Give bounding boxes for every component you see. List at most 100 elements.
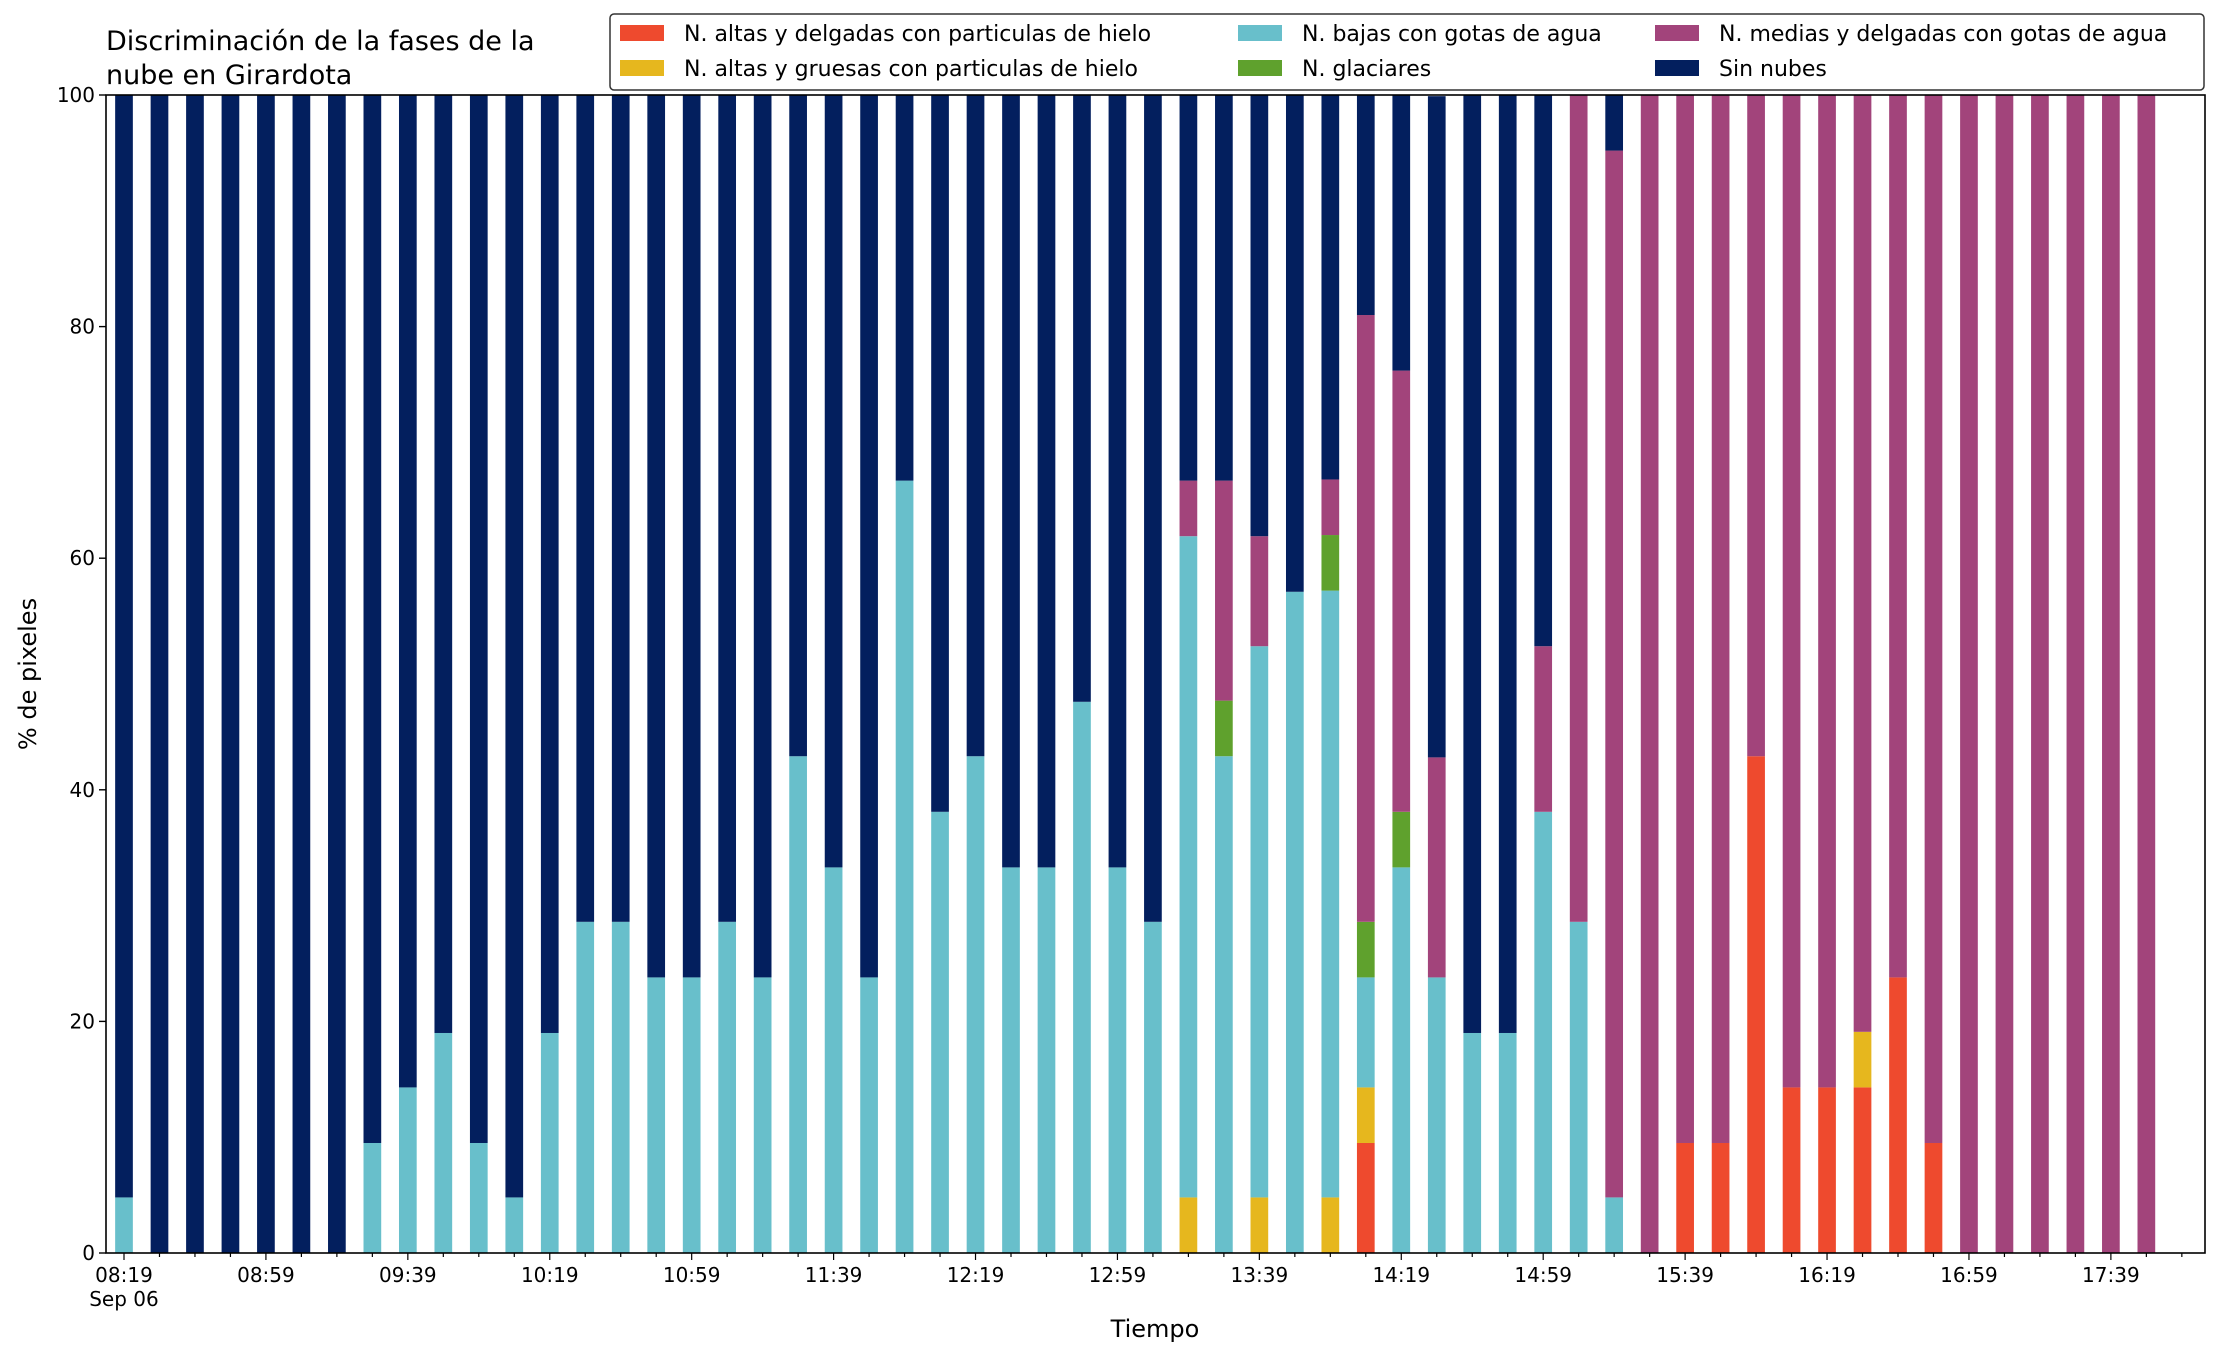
bar-segment-5-08:29 (150, 95, 169, 1253)
bar-segment-2-14:39 (1463, 1032, 1482, 1253)
bar-segment-4-17:29 (2066, 95, 2085, 1253)
legend-label-0: N. altas y delgadas con particulas de hi… (684, 22, 1151, 47)
bar-segment-5-09:59 (469, 95, 488, 1143)
legend-swatch-3 (1238, 60, 1282, 76)
bar-segment-4-14:19 (1392, 370, 1411, 812)
bar-segment-2-09:49 (434, 1032, 453, 1253)
bar-segment-5-14:19 (1392, 95, 1411, 371)
bar-segment-5-12:49 (1073, 95, 1091, 702)
bar-segment-2-12:19 (966, 756, 985, 1253)
bar-segment-4-13:19 (1179, 480, 1198, 537)
bar-segment-5-13:29 (1215, 95, 1233, 481)
bar-segment-2-10:09 (505, 1197, 524, 1253)
bar-segment-5-08:39 (186, 95, 204, 1253)
bar-segment-2-10:19 (540, 1032, 559, 1253)
bar-segment-5-14:59 (1534, 95, 1553, 647)
bar-segment-5-12:19 (966, 95, 985, 757)
bar-segment-4-16:19 (1818, 95, 1836, 1088)
bar-segment-0-15:39 (1676, 1142, 1694, 1253)
bar-segment-2-11:09 (718, 921, 737, 1253)
x-axis-label: Tiempo (1110, 1315, 1200, 1343)
bar-segment-0-16:29 (1853, 1087, 1872, 1253)
bar-segment-1-13:59 (1321, 1197, 1340, 1253)
bar-segment-2-12:29 (1002, 867, 1020, 1253)
x-tick-label: 10:59 (663, 1263, 721, 1287)
bar-segment-2-13:49 (1285, 591, 1304, 1253)
bar-segment-4-13:39 (1250, 536, 1269, 647)
bar-segment-0-15:49 (1711, 1142, 1730, 1253)
bar-segment-2-14:59 (1534, 811, 1553, 1253)
y-axis-label: % de pixeles (14, 598, 42, 750)
x-tick-label: 14:59 (1514, 1263, 1572, 1287)
bar-segment-5-11:39 (824, 95, 843, 868)
bar-segment-2-12:49 (1073, 701, 1091, 1253)
legend: N. altas y delgadas con particulas de hi… (609, 13, 2205, 91)
bar-segment-5-09:29 (363, 95, 382, 1143)
bar-segment-5-12:09 (931, 95, 949, 812)
bar-segment-4-17:19 (2031, 95, 2049, 1253)
bar-segment-5-14:39 (1463, 95, 1482, 1033)
legend-label-1: N. altas y gruesas con particulas de hie… (684, 57, 1138, 82)
plot-frame (105, 94, 2206, 1254)
bar-segment-5-09:09 (292, 95, 311, 1253)
bar-segment-2-09:29 (363, 1142, 382, 1253)
legend-swatch-1 (620, 60, 664, 76)
y-tick-label: 0 (82, 1241, 95, 1265)
bar-segment-5-10:19 (540, 95, 559, 1033)
bar-segment-4-17:09 (1995, 95, 2014, 1253)
bar-segment-2-13:09 (1144, 921, 1162, 1253)
bar-segment-2-11:39 (824, 867, 843, 1253)
bar-segment-2-12:39 (1037, 867, 1056, 1253)
x-tick-sublabel: Sep 06 (89, 1287, 159, 1311)
bar-segment-0-16:49 (1924, 1142, 1943, 1253)
bar-segment-5-08:19 (115, 95, 133, 1198)
x-tick-label: 17:39 (2082, 1263, 2140, 1287)
bar-segment-2-09:59 (469, 1142, 488, 1253)
bar-segment-4-17:39 (2102, 95, 2120, 1253)
bar-segment-3-13:59 (1321, 535, 1340, 591)
bar-segment-4-14:59 (1534, 646, 1553, 812)
legend-frame (609, 13, 2205, 91)
bar-segment-4-13:29 (1215, 480, 1233, 701)
bar-segment-5-13:19 (1179, 95, 1198, 481)
y-tick-label: 20 (70, 1009, 95, 1033)
legend-label-4: N. medias y delgadas con gotas de agua (1719, 22, 2167, 47)
bar-segment-3-14:19 (1392, 811, 1411, 868)
x-tick-label: 13:39 (1231, 1263, 1289, 1287)
bar-segment-5-10:09 (505, 95, 524, 1198)
bar-segment-2-08:19 (115, 1197, 133, 1253)
bar-segment-2-13:19 (1179, 536, 1198, 1198)
x-tick-label: 09:39 (379, 1263, 437, 1287)
bar-segment-4-13:59 (1321, 479, 1340, 536)
bar-segment-2-13:39 (1250, 646, 1269, 1198)
bar-segment-5-10:29 (576, 95, 595, 922)
chart-title-line-1: Discriminación de la fases de la (106, 26, 535, 57)
x-tick-label: 12:19 (947, 1263, 1005, 1287)
bar-segment-5-10:49 (647, 95, 666, 978)
bar-segment-0-16:09 (1782, 1087, 1801, 1253)
legend-label-2: N. bajas con gotas de agua (1302, 22, 1602, 47)
bar-segment-5-12:29 (1002, 95, 1020, 868)
bar-segment-2-14:29 (1427, 977, 1446, 1253)
bar-segment-0-14:09 (1356, 1142, 1375, 1253)
bar-segment-5-13:39 (1250, 95, 1269, 537)
bar-segment-4-16:49 (1924, 95, 1943, 1143)
bar-segment-0-15:59 (1747, 756, 1765, 1253)
bar-segment-1-16:29 (1853, 1031, 1872, 1088)
bar-segment-2-15:19 (1605, 1197, 1624, 1253)
bar-segment-4-14:29 (1427, 757, 1446, 978)
bar-segment-1-13:19 (1179, 1197, 1198, 1253)
bar-segment-5-11:19 (753, 95, 772, 978)
legend-label-5: Sin nubes (1719, 57, 1827, 82)
bar-segment-5-14:29 (1427, 96, 1446, 758)
y-tick-label: 40 (70, 778, 95, 802)
bar-segment-5-13:09 (1144, 95, 1162, 922)
bar-segment-2-15:09 (1569, 921, 1588, 1253)
bar-segment-4-15:49 (1711, 95, 1730, 1143)
bar-segment-5-14:09 (1356, 95, 1375, 316)
bar-segment-1-14:09 (1356, 1087, 1375, 1143)
x-tick-label: 16:59 (1940, 1263, 1998, 1287)
bar-segment-0-16:19 (1818, 1087, 1836, 1253)
bar-segment-4-16:29 (1853, 95, 1872, 1032)
